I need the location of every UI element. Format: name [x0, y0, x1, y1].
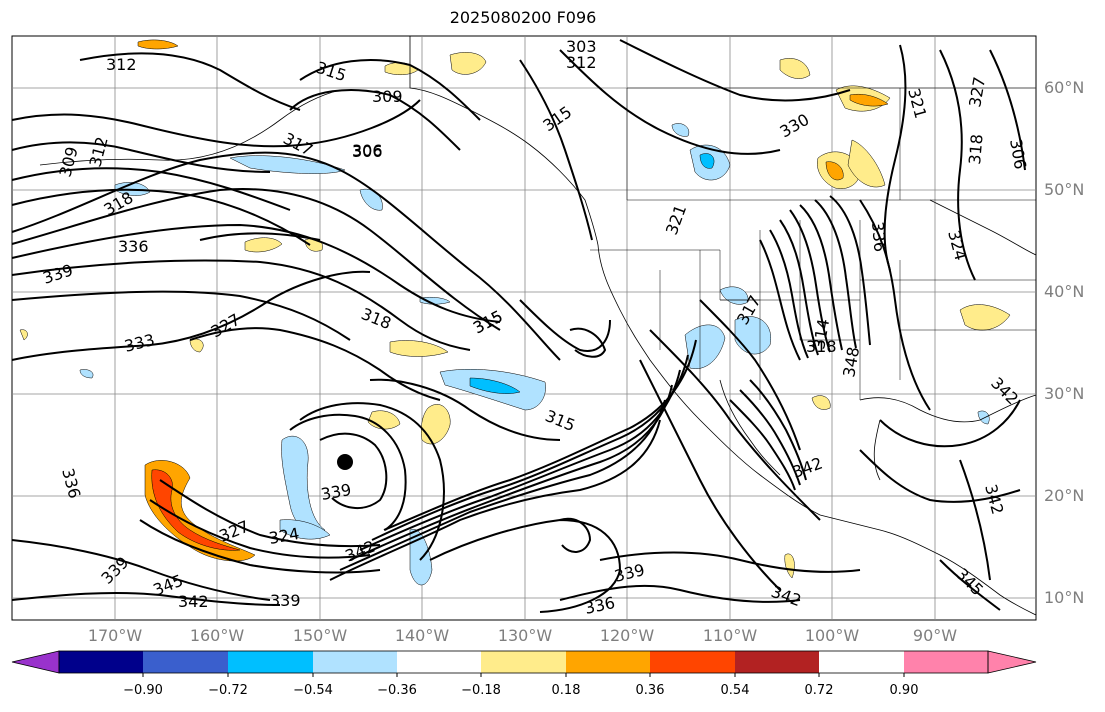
contour-label: 339	[270, 591, 301, 610]
colorbar-segment	[650, 651, 735, 673]
contour-label: 318	[806, 337, 837, 356]
colorbar-tick-label: −0.54	[293, 683, 333, 698]
lon-label: 140°W	[394, 626, 450, 645]
lat-label: 60°N	[1044, 78, 1085, 97]
contour-label: 306	[352, 141, 383, 160]
colorbar-segment	[481, 651, 566, 673]
shaded-regions	[19, 39, 1011, 586]
storm-center-marker	[337, 454, 353, 470]
colorbar-segment	[904, 651, 988, 673]
lon-label: 90°W	[912, 626, 958, 645]
map-frame	[11, 35, 1037, 621]
lon-label: 100°W	[804, 626, 860, 645]
lon-label: 120°W	[599, 626, 655, 645]
contour-label: 312	[566, 53, 597, 72]
colorbar-outline	[58, 650, 989, 674]
lat-label: 40°N	[1044, 282, 1085, 301]
colorbar-max-arrow	[987, 650, 1037, 674]
colorbar-tick-label: −0.90	[123, 683, 163, 698]
height-contours	[11, 39, 1026, 613]
colorbar-tick-label: 0.54	[720, 683, 750, 698]
lat-label: 50°N	[1044, 180, 1085, 199]
contour-label: 306	[352, 142, 383, 161]
colorbar-segment	[397, 651, 481, 673]
contour-label: 312	[106, 55, 137, 74]
lon-label: 170°W	[87, 626, 143, 645]
colorbar-tick-label: −0.36	[377, 683, 417, 698]
lon-label: 130°W	[497, 626, 553, 645]
colorbar-segment	[566, 651, 650, 673]
lon-label: 160°W	[189, 626, 245, 645]
coastlines	[39, 36, 1037, 616]
colorbar-tick-label: 0.18	[551, 683, 581, 698]
colorbar-tick-label: −0.18	[461, 683, 501, 698]
colorbar-tick-label: 0.36	[635, 683, 665, 698]
colorbar-tick-label: 0.72	[804, 683, 834, 698]
colorbar-segment	[59, 651, 143, 673]
colorbar-tick-label: −0.72	[208, 683, 248, 698]
lat-label: 10°N	[1044, 588, 1085, 607]
colorbar-min-arrow	[11, 650, 60, 674]
colorbar-segment	[313, 651, 397, 673]
colorbar-tick-label: 0.90	[889, 683, 919, 698]
colorbar-segment	[228, 651, 313, 673]
contour-label: 336	[868, 221, 890, 253]
colorbar-segment	[735, 651, 819, 673]
colorbar	[11, 650, 1037, 677]
colorbar-segment	[143, 651, 228, 673]
contour-label: 318	[965, 133, 987, 165]
lat-label: 30°N	[1044, 384, 1085, 403]
lat-label: 20°N	[1044, 486, 1085, 505]
contour-label: 342	[178, 592, 209, 611]
lon-label: 110°W	[702, 626, 758, 645]
contour-label: 336	[118, 237, 149, 256]
borders	[590, 87, 1036, 400]
lon-label: 150°W	[292, 626, 348, 645]
contour-label: 303	[566, 37, 597, 56]
contour-label: 309	[372, 87, 403, 106]
map-title: 2025080200 F096	[449, 8, 597, 27]
